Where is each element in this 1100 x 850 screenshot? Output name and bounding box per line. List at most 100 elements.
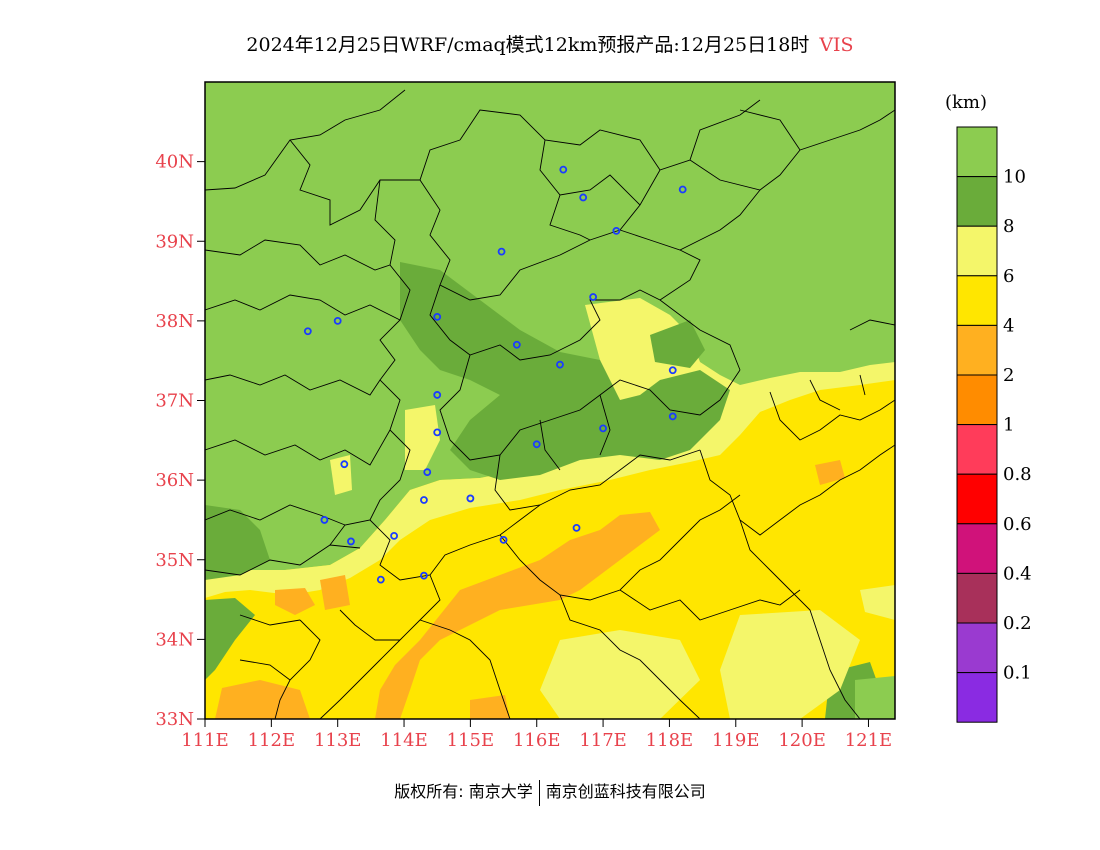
lon-label: 115E bbox=[447, 730, 495, 751]
page-title: 2024年12月25日WRF/cmaq模式12km预报产品:12月25日18时 V… bbox=[0, 30, 1100, 57]
longitude-labels: 111E 112E 113E 114E 115E 116E 117E 118E 119E 120E… bbox=[181, 730, 892, 751]
lon-label: 117E bbox=[579, 730, 627, 751]
station-marker bbox=[556, 360, 564, 369]
station-marker bbox=[333, 316, 342, 325]
vis-region-10km-se bbox=[855, 676, 895, 719]
colorbar-label: 0.4 bbox=[1003, 563, 1032, 584]
vis-region-6km bbox=[405, 405, 440, 470]
vis-region-2km bbox=[215, 680, 310, 719]
vis-region-8km bbox=[205, 598, 255, 680]
colorbar-swatch bbox=[956, 225, 998, 277]
station-marker bbox=[390, 531, 398, 540]
station-marker bbox=[559, 165, 568, 174]
lat-label: 33N bbox=[155, 709, 194, 730]
station-marker bbox=[532, 440, 541, 449]
vis-region-2km bbox=[320, 575, 350, 610]
colorbar-label: 4 bbox=[1003, 315, 1014, 336]
colorbar-label: 0.1 bbox=[1003, 663, 1032, 684]
lon-label: 120E bbox=[778, 730, 826, 751]
colorbar-swatch bbox=[956, 672, 998, 723]
colorbar-label: 2 bbox=[1003, 365, 1014, 386]
lon-label: 111E bbox=[181, 730, 229, 751]
vis-region-8km bbox=[650, 320, 705, 368]
vis-region-6km-south bbox=[540, 630, 700, 719]
station-marker bbox=[420, 571, 428, 580]
lat-label: 35N bbox=[155, 550, 194, 571]
station-markers bbox=[303, 165, 687, 584]
lat-label: 40N bbox=[155, 152, 194, 173]
lon-label: 119E bbox=[712, 730, 760, 751]
admin-boundaries bbox=[205, 89, 895, 719]
colorbar-label: 0.8 bbox=[1003, 464, 1032, 485]
colorbar-swatch bbox=[956, 622, 998, 674]
colorbar-label: 10 bbox=[1003, 167, 1026, 188]
colorbar-swatch bbox=[956, 473, 998, 525]
axis-ticks bbox=[197, 161, 869, 727]
lon-label: 114E bbox=[380, 730, 428, 751]
lat-label: 34N bbox=[155, 629, 194, 650]
lon-label: 113E bbox=[314, 730, 362, 751]
vis-region-2km bbox=[470, 695, 510, 719]
station-marker bbox=[599, 424, 607, 433]
station-marker bbox=[340, 460, 349, 469]
lon-label: 112E bbox=[248, 730, 296, 751]
colorbar-swatch bbox=[956, 275, 998, 326]
colorbar-swatch bbox=[956, 424, 998, 475]
station-marker bbox=[433, 391, 442, 399]
station-marker bbox=[376, 575, 385, 584]
colorbar-label: 0.2 bbox=[1003, 613, 1032, 634]
title-variable: VIS bbox=[819, 34, 854, 56]
vis-region-6km-south bbox=[720, 610, 860, 719]
vis-region-4km bbox=[205, 372, 895, 719]
footer-left: 版权所有: 南京大学 bbox=[394, 782, 533, 801]
vis-region-8km bbox=[400, 262, 730, 480]
station-marker bbox=[589, 293, 598, 301]
colorbar-swatch bbox=[956, 572, 998, 624]
lon-label: 116E bbox=[513, 730, 561, 751]
vis-region-2km bbox=[815, 460, 845, 485]
map-field bbox=[205, 82, 895, 719]
station-marker bbox=[572, 524, 581, 532]
vis-region-8km bbox=[205, 505, 270, 580]
latitude-labels: 40N 39N 38N 37N 36N 35N 34N 33N bbox=[155, 152, 194, 730]
vis-region-6km-south bbox=[860, 585, 895, 620]
station-marker bbox=[579, 193, 588, 202]
colorbar-label: 0.6 bbox=[1003, 514, 1032, 535]
copyright-footer: 版权所有: 南京大学 南京创蓝科技有限公司 bbox=[0, 778, 1100, 806]
station-marker bbox=[512, 340, 521, 349]
colorbar-swatch bbox=[956, 523, 998, 574]
lat-label: 39N bbox=[155, 231, 194, 252]
footer-right: 南京创蓝科技有限公司 bbox=[545, 782, 706, 801]
station-marker bbox=[466, 494, 475, 503]
colorbar-swatch bbox=[956, 126, 998, 178]
station-marker bbox=[303, 327, 312, 336]
station-marker bbox=[668, 412, 677, 421]
station-marker bbox=[668, 366, 677, 375]
lat-label: 38N bbox=[155, 311, 194, 332]
colorbar-unit: (km) bbox=[945, 92, 987, 113]
station-marker bbox=[433, 312, 442, 321]
colorbar-swatch bbox=[956, 374, 998, 426]
colorbar-swatch bbox=[956, 176, 998, 227]
lat-label: 37N bbox=[155, 391, 194, 412]
title-main: 2024年12月25日WRF/cmaq模式12km预报产品:12月25日18时 bbox=[246, 34, 810, 56]
station-marker bbox=[347, 537, 355, 546]
station-marker bbox=[612, 226, 621, 235]
station-marker bbox=[499, 535, 508, 544]
colorbar-swatch bbox=[956, 324, 998, 376]
station-marker bbox=[678, 185, 687, 194]
lon-label: 118E bbox=[646, 730, 694, 751]
lon-label: 121E bbox=[845, 730, 893, 751]
station-marker bbox=[423, 468, 432, 477]
colorbar: (km) 10 8 6 4 2 1 0.8 0.6 0.4 0.2 0.1 bbox=[945, 92, 1032, 723]
station-marker bbox=[320, 516, 329, 524]
station-marker bbox=[433, 428, 442, 437]
colorbar-label: 8 bbox=[1003, 216, 1014, 237]
vis-region-2km bbox=[275, 588, 315, 615]
lat-label: 36N bbox=[155, 470, 194, 491]
footer-separator bbox=[538, 779, 540, 806]
station-marker bbox=[420, 496, 428, 504]
vis-region-2km bbox=[375, 512, 660, 719]
station-marker bbox=[497, 247, 506, 256]
